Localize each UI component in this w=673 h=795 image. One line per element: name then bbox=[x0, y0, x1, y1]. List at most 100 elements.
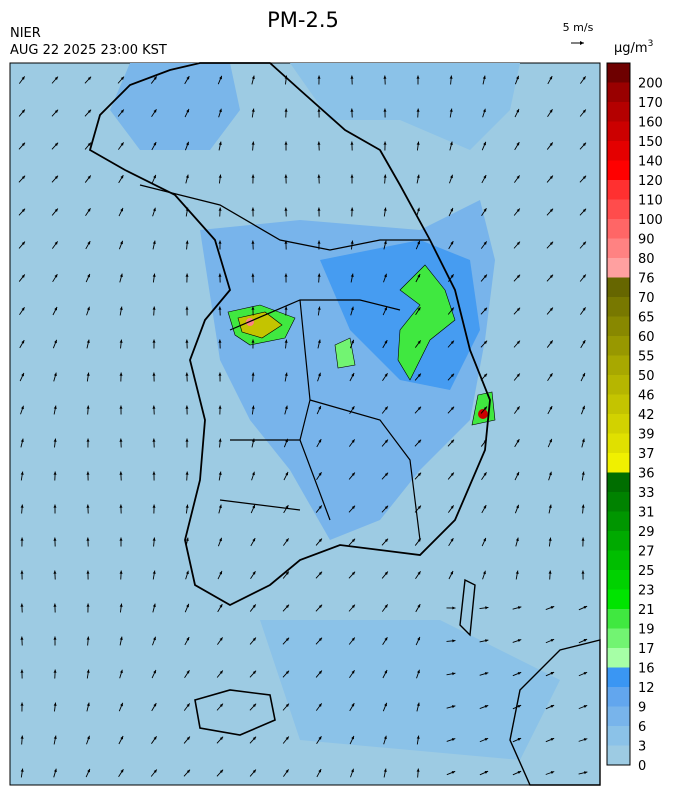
wind-arrow-head bbox=[20, 504, 24, 508]
wind-arrow-head bbox=[20, 537, 24, 541]
wind-arrow-head bbox=[482, 108, 486, 113]
wind-arrow-head bbox=[185, 504, 189, 508]
wind-arrow-head bbox=[218, 504, 222, 509]
colorbar: 0369121617192123252729313336373942465055… bbox=[606, 62, 663, 774]
wind-arrow-head bbox=[384, 571, 388, 575]
wind-arrow-head bbox=[251, 438, 255, 443]
wind-arrow-head bbox=[119, 306, 123, 310]
wind-arrow-head bbox=[416, 207, 420, 212]
wind-arrow-head bbox=[548, 570, 552, 574]
wind-arrow-head bbox=[318, 604, 323, 609]
colorbar-segment bbox=[607, 550, 630, 570]
wind-arrow-head bbox=[20, 570, 24, 574]
wind-arrow-head bbox=[452, 672, 456, 676]
colorbar-label: 170 bbox=[638, 96, 663, 111]
colorbar-segment bbox=[607, 102, 630, 122]
colorbar-segment bbox=[607, 589, 630, 609]
agency: NIER bbox=[10, 26, 41, 41]
wind-arrow-head bbox=[417, 538, 421, 542]
wind-arrow-head bbox=[252, 604, 256, 608]
wind-arrow-head bbox=[219, 670, 223, 674]
colorbar-label: 3 bbox=[638, 740, 646, 755]
wind-arrow-head bbox=[218, 471, 222, 475]
wind-arrow-head bbox=[54, 339, 57, 344]
wind-arrow-head bbox=[285, 538, 289, 542]
wind-arrow-head bbox=[484, 771, 489, 774]
wind-arrows bbox=[18, 75, 588, 778]
wind-arrow-head bbox=[152, 471, 156, 475]
colorbar-label: 100 bbox=[638, 213, 663, 228]
wind-arrow-head bbox=[152, 504, 156, 508]
colorbar-segment bbox=[607, 628, 630, 648]
colorbar-label: 21 bbox=[638, 603, 655, 618]
wind-arrow-head bbox=[351, 439, 355, 443]
wind-arrow-head bbox=[21, 109, 25, 113]
wind-arrow-head bbox=[450, 439, 454, 444]
wind-arrow-head bbox=[383, 768, 387, 772]
unit-base: μg/m bbox=[614, 41, 648, 56]
wind-arrow-head bbox=[483, 505, 487, 509]
wind-arrow-head bbox=[582, 307, 586, 311]
wind-arrow-head bbox=[285, 670, 290, 675]
colorbar-label: 55 bbox=[638, 350, 655, 365]
wind-arrow-head bbox=[285, 571, 289, 575]
wind-arrow-head bbox=[86, 306, 90, 311]
wind-arrow-head bbox=[251, 471, 255, 476]
wind-arrow-head bbox=[285, 438, 288, 443]
colorbar-label: 25 bbox=[638, 564, 655, 579]
wind-arrow-head bbox=[120, 207, 124, 212]
wind-arrow-head bbox=[285, 769, 289, 773]
wind-arrow-head bbox=[86, 471, 90, 475]
title: PM-2.5 bbox=[267, 8, 339, 32]
wind-arrow-head bbox=[153, 76, 157, 80]
island bbox=[194, 689, 276, 736]
wind-arrow-head bbox=[483, 537, 486, 542]
wind-arrow-head bbox=[87, 175, 91, 179]
wind-arrow-head bbox=[549, 307, 553, 311]
wind-arrow-head bbox=[152, 372, 156, 376]
pollution-patch bbox=[397, 264, 456, 381]
wind-arrow-head bbox=[383, 735, 387, 740]
colorbar-label: 46 bbox=[638, 389, 655, 404]
wind-arrow-head bbox=[54, 142, 59, 147]
wind-arrow-head bbox=[485, 606, 489, 610]
timestamp: AUG 22 2025 23:00 KST bbox=[10, 43, 167, 58]
wind-arrow-head bbox=[484, 738, 489, 741]
wind-arrow-head bbox=[516, 439, 520, 443]
wind-arrow-head bbox=[252, 504, 255, 509]
wind-arrow-head bbox=[318, 736, 322, 740]
colorbar-label: 9 bbox=[638, 701, 646, 716]
wind-arrow-head bbox=[384, 505, 389, 510]
wind-arrow-head bbox=[450, 241, 454, 245]
wind-arrow-head bbox=[582, 340, 586, 344]
wind-arrow-head bbox=[549, 274, 554, 279]
wind-arrow-head bbox=[483, 175, 487, 179]
wind-arrow-head bbox=[153, 636, 156, 641]
wind-arrow-head bbox=[549, 406, 553, 410]
wind-arrow-head bbox=[284, 240, 288, 244]
wind-arrow-head bbox=[119, 339, 123, 343]
wind-arrow-head bbox=[581, 570, 585, 574]
wind-arrow-head bbox=[53, 405, 57, 409]
colorbar-label: 60 bbox=[638, 330, 655, 345]
wind-arrow-head bbox=[20, 702, 24, 706]
wind-arrow-head bbox=[186, 703, 190, 707]
wind-arrow-head bbox=[450, 174, 453, 179]
colorbar-frame bbox=[606, 62, 631, 766]
wind-arrow-head bbox=[251, 141, 255, 145]
wind-arrow-head bbox=[20, 636, 24, 640]
wind-arrow-head bbox=[517, 771, 522, 774]
wind-arrow-head bbox=[384, 439, 388, 443]
wind-arrow-head bbox=[87, 241, 91, 245]
wind-arrow-head bbox=[516, 274, 521, 279]
wind-arrow-head bbox=[54, 306, 58, 311]
wind-arrow-head bbox=[483, 241, 487, 245]
wind-arrow-head bbox=[318, 538, 322, 542]
wind-arrow-head bbox=[517, 705, 522, 708]
pollution-patch bbox=[334, 337, 356, 369]
colorbar-segment bbox=[607, 63, 630, 83]
wind-arrow-head bbox=[517, 606, 522, 610]
haze bbox=[260, 620, 560, 760]
wind-arrow-head bbox=[318, 405, 321, 410]
wind-arrow-head bbox=[252, 637, 256, 641]
